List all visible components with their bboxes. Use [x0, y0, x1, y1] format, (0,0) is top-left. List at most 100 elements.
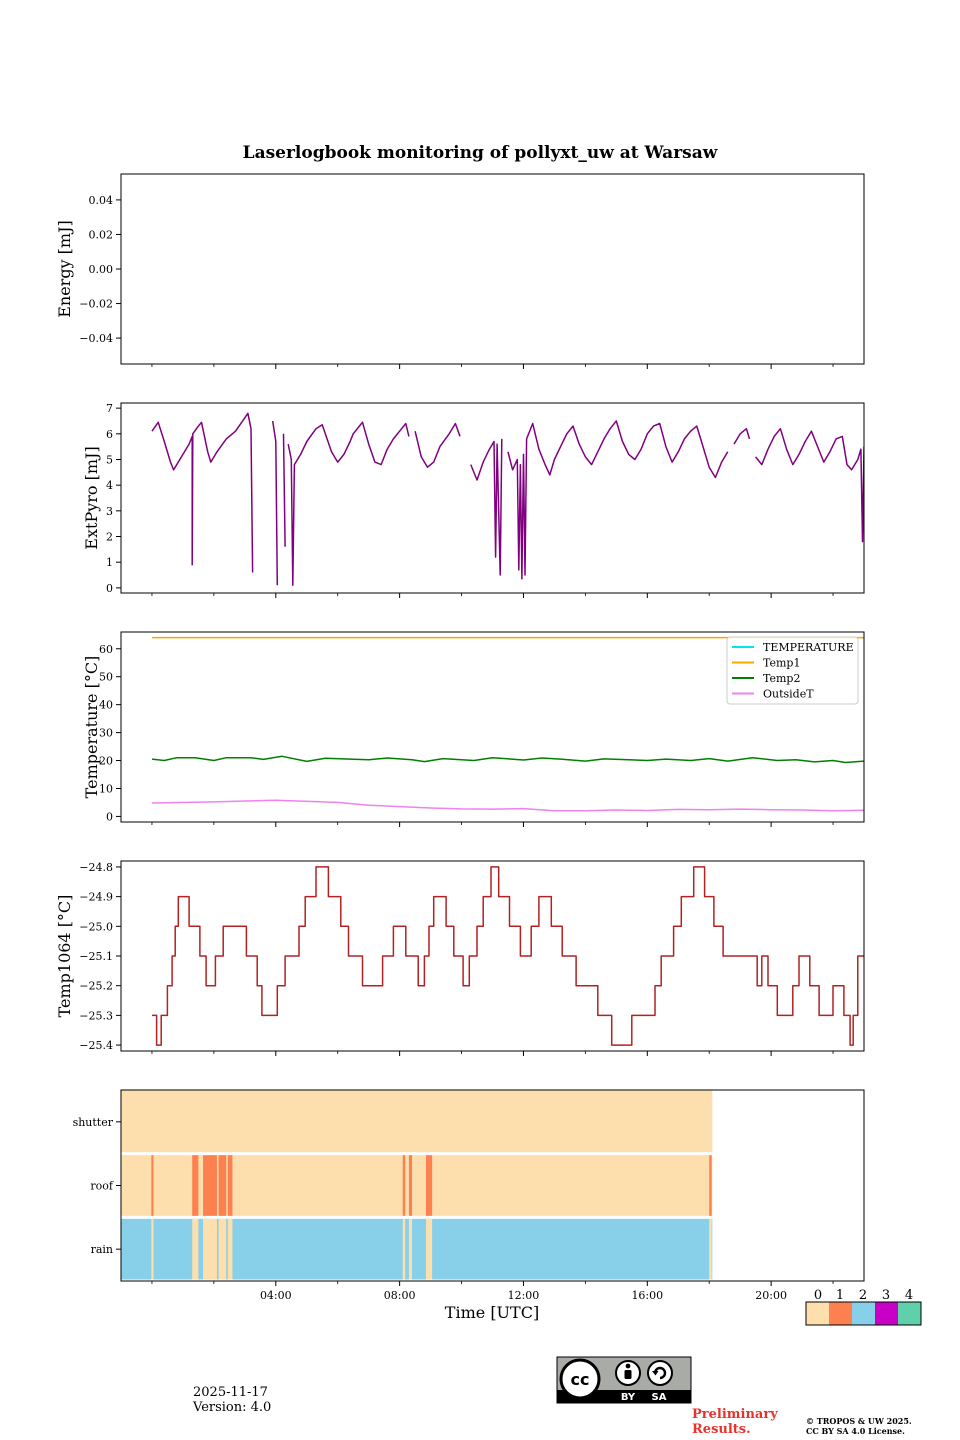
y-axis-label: ExtPyro [mJ]: [82, 446, 101, 549]
x-tick-label: 16:00: [631, 1289, 663, 1302]
colorbar-label: 1: [836, 1288, 844, 1303]
extpyro-panel: 0 1 2 3 4 5 6 7 ExtPyro [mJ]: [82, 402, 865, 598]
status-segment-roof: [192, 1155, 199, 1216]
y-tick-label: 40: [99, 699, 113, 712]
status-segment-rain: [218, 1218, 227, 1280]
y-tick-label: 20: [99, 755, 113, 768]
status-panel: shutter roof rain 04:00 08:00 12:00 16:00 20:00: [73, 1089, 865, 1302]
y-tick-label: 50: [99, 671, 113, 684]
cc-by-sa-badge: cc BY SA: [556, 1356, 692, 1404]
figure-title: Laserlogbook monitoring of pollyxt_uw at…: [243, 143, 718, 163]
y-tick-label: 0: [106, 582, 113, 595]
y-tick-label: −25.4: [79, 1039, 113, 1052]
y-tick-label: 5: [106, 453, 113, 466]
colorbar-cell: [875, 1302, 898, 1325]
colorbar-label: 4: [905, 1288, 913, 1303]
colorbar-frame: [805, 1301, 922, 1326]
colorbar-cell: [829, 1302, 852, 1325]
y-tick-label: −25.2: [79, 980, 113, 993]
y-tick-label: −0.04: [79, 332, 113, 345]
y-tick-label: 0.02: [89, 228, 114, 241]
status-segment-roof: [151, 1155, 154, 1216]
version-label: Version: 4.0: [192, 1400, 271, 1415]
y-tick-label: 60: [99, 643, 113, 656]
status-segment-roof: [218, 1155, 227, 1216]
y-tick-label: 3: [106, 505, 113, 518]
by-icon: [615, 1360, 641, 1386]
axes-frame: [120, 402, 865, 594]
legend-label: Temp1: [763, 657, 800, 670]
x-tick-label: 12:00: [508, 1289, 540, 1302]
x-tick-label: 04:00: [260, 1289, 292, 1302]
energy-panel: 0.04 0.02 0.00 −0.02 −0.04 Energy [mJ]: [55, 173, 865, 369]
row-label-roof: roof: [90, 1180, 114, 1193]
y-tick-label: 30: [99, 727, 113, 740]
series-line-outsidet: [151, 799, 864, 812]
status-segment-roof: [227, 1155, 233, 1216]
legend-box: [726, 636, 859, 705]
status-segment-rain: [227, 1218, 233, 1280]
colorbar-label: 0: [814, 1288, 822, 1303]
series-line-extpyro: [151, 412, 864, 587]
y-tick-label: −24.8: [79, 861, 113, 874]
y-tick-label: −25.3: [79, 1009, 113, 1022]
y-tick-label: 0: [106, 810, 113, 823]
y-tick-label: −0.02: [79, 298, 113, 311]
status-segment-roof: [203, 1155, 217, 1216]
legend-label: Temp2: [763, 672, 800, 685]
series-line-temp2: [151, 755, 864, 764]
y-axis-label: Temperature [°C]: [82, 656, 101, 799]
status-segment-rain: [408, 1218, 413, 1280]
status-segment-rain: [425, 1218, 433, 1280]
svg-text:cc: cc: [571, 1370, 590, 1389]
y-tick-label: 10: [99, 782, 113, 795]
y-axis-label: Temp1064 [°C]: [55, 895, 74, 1018]
y-tick-label: 4: [106, 479, 113, 492]
legend-label: OutsideT: [763, 688, 814, 701]
badge-sa-text: SA: [652, 1392, 667, 1403]
sa-icon: [647, 1360, 673, 1386]
status-segment-roof: [709, 1155, 712, 1216]
y-tick-label: 7: [106, 402, 113, 415]
copyright-line1: © TROPOS & UW 2025.: [806, 1416, 912, 1426]
x-tick-label: 20:00: [755, 1289, 787, 1302]
y-tick-label: −25.0: [79, 920, 113, 933]
colorbar-cell: [806, 1302, 829, 1325]
status-segment-roof: [408, 1155, 413, 1216]
preliminary-label-line1: Preliminary: [692, 1407, 778, 1422]
y-tick-label: 1: [106, 556, 113, 569]
series-line-temp1064: [152, 866, 864, 1046]
row-label-shutter: shutter: [73, 1116, 114, 1129]
temp1064-panel: −24.8 −24.9 −25.0 −25.1 −25.2 −25.3 −25.4 Temp1…: [55, 860, 865, 1056]
y-tick-label: 0.00: [89, 263, 114, 276]
status-segment-rain: [402, 1218, 406, 1280]
axes-frame: [120, 860, 865, 1052]
status-segment-shutter: [121, 1090, 713, 1153]
row-label-rain: rain: [91, 1243, 113, 1256]
copyright-line2: CC BY SA 4.0 License.: [806, 1426, 905, 1436]
cc-icon: [559, 1358, 601, 1400]
y-tick-label: −25.1: [79, 950, 113, 963]
colorbar-label: 3: [882, 1288, 890, 1303]
x-axis-label: Time [UTC]: [445, 1303, 539, 1322]
status-segment-roof: [402, 1155, 406, 1216]
status-segment-rain: [709, 1218, 712, 1280]
date-label: 2025-11-17: [193, 1385, 268, 1400]
y-axis-label: Energy [mJ]: [55, 220, 74, 318]
preliminary-label-line2: Results.: [692, 1422, 751, 1437]
colorbar-cell: [852, 1302, 875, 1325]
status-segment-rain: [203, 1218, 217, 1280]
status-segment-roof: [425, 1155, 433, 1216]
y-tick-label: −24.9: [79, 891, 113, 904]
axes-frame: [120, 1089, 865, 1282]
axes-frame: [120, 173, 865, 365]
badge-by-text: BY: [621, 1392, 636, 1403]
legend-label: TEMPERATURE: [763, 641, 854, 654]
x-tick-label: 08:00: [384, 1289, 416, 1302]
y-tick-label: 2: [106, 531, 113, 544]
status-segment-rain: [151, 1218, 154, 1280]
status-segment-rain: [192, 1218, 199, 1280]
